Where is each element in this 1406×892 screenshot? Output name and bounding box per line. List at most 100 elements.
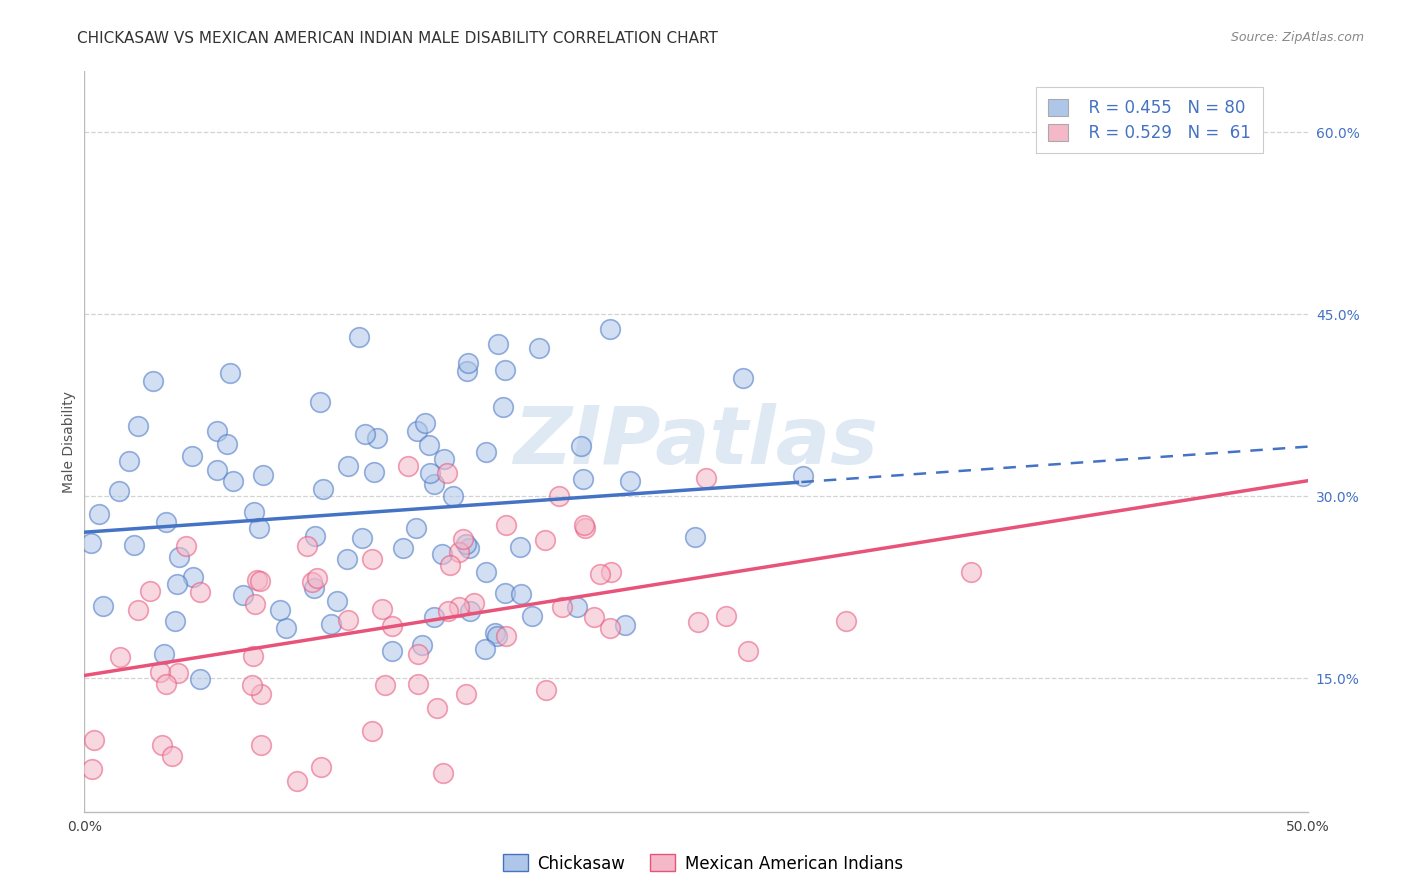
Point: [249, 738, 271, 752]
Point: [406, 424, 429, 438]
Point: [243, 597, 266, 611]
Point: [411, 638, 433, 652]
Point: [439, 558, 461, 572]
Legend:   R = 0.455   N = 80,   R = 0.529   N =  61: R = 0.455 N = 80, R = 0.529 N = 61: [1036, 87, 1263, 153]
Point: [475, 565, 498, 579]
Point: [959, 565, 981, 579]
Point: [138, 583, 160, 598]
Point: [205, 424, 228, 438]
Point: [142, 374, 165, 388]
Point: [188, 673, 211, 687]
Point: [548, 489, 571, 503]
Point: [418, 438, 440, 452]
Point: [419, 466, 441, 480]
Point: [336, 458, 359, 473]
Point: [495, 629, 517, 643]
Point: [243, 505, 266, 519]
Point: [536, 682, 558, 697]
Point: [572, 518, 595, 533]
Point: [436, 466, 458, 480]
Text: CHICKASAW VS MEXICAN AMERICAN INDIAN MALE DISABILITY CORRELATION CHART: CHICKASAW VS MEXICAN AMERICAN INDIAN MAL…: [77, 31, 718, 46]
Point: [433, 452, 456, 467]
Point: [108, 484, 131, 499]
Point: [108, 649, 131, 664]
Point: [423, 477, 446, 491]
Point: [360, 723, 382, 738]
Point: [274, 622, 297, 636]
Point: [449, 600, 471, 615]
Point: [83, 732, 105, 747]
Point: [302, 581, 325, 595]
Point: [176, 539, 198, 553]
Point: [381, 644, 404, 658]
Point: [247, 520, 270, 534]
Point: [167, 550, 190, 565]
Point: [363, 465, 385, 479]
Point: [474, 445, 496, 459]
Point: [835, 614, 858, 628]
Point: [309, 760, 332, 774]
Point: [458, 604, 481, 618]
Point: [312, 482, 335, 496]
Point: [463, 596, 485, 610]
Point: [392, 541, 415, 555]
Point: [494, 363, 516, 377]
Point: [457, 356, 479, 370]
Point: [492, 401, 515, 415]
Point: [118, 453, 141, 467]
Point: [163, 614, 186, 628]
Point: [160, 749, 183, 764]
Point: [353, 427, 375, 442]
Point: [167, 665, 190, 680]
Point: [374, 678, 396, 692]
Point: [249, 574, 271, 589]
Point: [82, 762, 104, 776]
Point: [360, 552, 382, 566]
Point: [533, 533, 555, 547]
Point: [246, 573, 269, 587]
Point: [454, 537, 477, 551]
Point: [437, 604, 460, 618]
Point: [599, 322, 621, 336]
Point: [574, 521, 596, 535]
Point: [529, 341, 551, 355]
Point: [205, 463, 228, 477]
Point: [305, 572, 328, 586]
Point: [441, 489, 464, 503]
Point: [232, 588, 254, 602]
Point: [451, 533, 474, 547]
Point: [569, 439, 592, 453]
Point: [381, 619, 404, 633]
Point: [242, 648, 264, 663]
Point: [613, 618, 636, 632]
Point: [122, 538, 145, 552]
Point: [269, 603, 291, 617]
Point: [127, 419, 149, 434]
Point: [301, 575, 323, 590]
Point: [599, 565, 621, 579]
Point: [249, 687, 271, 701]
Point: [188, 585, 211, 599]
Point: [426, 701, 449, 715]
Point: [308, 395, 330, 409]
Point: [432, 765, 454, 780]
Point: [495, 517, 517, 532]
Point: [336, 552, 359, 566]
Point: [456, 364, 478, 378]
Point: [155, 515, 177, 529]
Point: [149, 665, 172, 679]
Point: [80, 535, 103, 549]
Point: [792, 469, 814, 483]
Point: [252, 467, 274, 482]
Point: [319, 616, 342, 631]
Point: [326, 593, 349, 607]
Point: [89, 507, 111, 521]
Point: [366, 431, 388, 445]
Point: [484, 625, 506, 640]
Point: [458, 541, 481, 555]
Point: [714, 609, 737, 624]
Point: [349, 330, 371, 344]
Point: [337, 614, 360, 628]
Point: [432, 547, 454, 561]
Point: [155, 677, 177, 691]
